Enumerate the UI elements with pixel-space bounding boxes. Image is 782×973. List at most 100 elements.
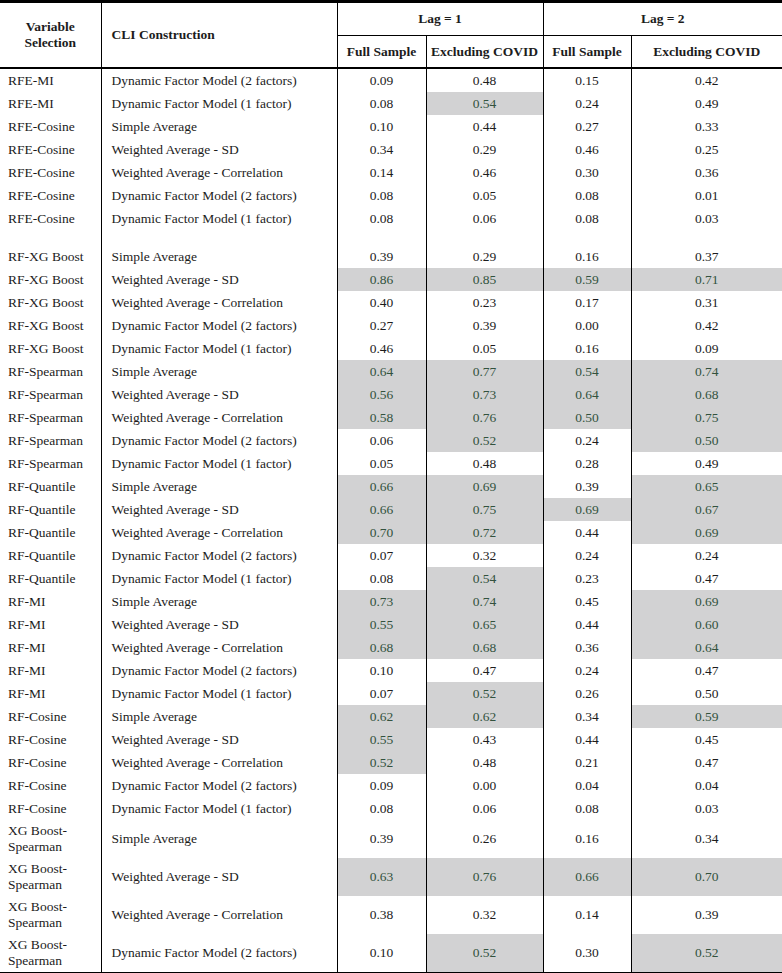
cell-cli-construction: Weighted Average - SD (101, 613, 337, 636)
cell-variable-selection: RF-Cosine (0, 705, 101, 728)
cell-value: 0.59 (631, 705, 782, 728)
table-row: RF-XG BoostWeighted Average - Correlatio… (0, 291, 782, 314)
cell-variable-selection: RFE-Cosine (0, 184, 101, 207)
cell-variable-selection: RF-MI (0, 590, 101, 613)
table-row: RF-MIWeighted Average - SD0.550.650.440.… (0, 613, 782, 636)
cell-value: 0.42 (631, 68, 782, 92)
cell-variable-selection: RF-Quantile (0, 544, 101, 567)
cell-value: 0.65 (631, 475, 782, 498)
cell-variable-selection: RF-Spearman (0, 406, 101, 429)
cell-value: 0.05 (337, 452, 426, 475)
table-row: RF-XG BoostDynamic Factor Model (2 facto… (0, 314, 782, 337)
cell-value: 0.07 (337, 682, 426, 705)
table-row: XG Boost-SpearmanWeighted Average - Corr… (0, 896, 782, 934)
cell-value: 0.52 (426, 682, 543, 705)
cell-cli-construction: Dynamic Factor Model (2 factors) (101, 429, 337, 452)
cell-cli-construction: Weighted Average - SD (101, 268, 337, 291)
results-table-page: Variable Selection CLI Construction Lag … (0, 0, 782, 973)
table-row: RF-CosineSimple Average0.620.620.340.59 (0, 705, 782, 728)
table-row: RF-SpearmanDynamic Factor Model (2 facto… (0, 429, 782, 452)
table-row: XG Boost-SpearmanDynamic Factor Model (2… (0, 934, 782, 973)
cell-value: 0.70 (631, 858, 782, 896)
cell-variable-selection: RF-MI (0, 636, 101, 659)
cell-value: 0.10 (337, 659, 426, 682)
cell-value: 0.00 (426, 774, 543, 797)
cell-cli-construction: Dynamic Factor Model (2 factors) (101, 184, 337, 207)
cell-variable-selection: RF-Cosine (0, 797, 101, 820)
table-row: RFE-CosineSimple Average0.100.440.270.33 (0, 115, 782, 138)
cell-value: 0.52 (426, 429, 543, 452)
cell-value: 0.30 (543, 934, 631, 973)
cell-cli-construction: Weighted Average - SD (101, 728, 337, 751)
cell-value: 0.26 (426, 820, 543, 858)
cell-cli-construction: Dynamic Factor Model (2 factors) (101, 68, 337, 92)
cell-value: 0.50 (631, 682, 782, 705)
cell-value: 0.24 (543, 544, 631, 567)
table-row: RF-MIDynamic Factor Model (2 factors)0.1… (0, 659, 782, 682)
cell-value: 0.17 (543, 291, 631, 314)
cell-value: 0.39 (631, 896, 782, 934)
cell-value: 0.31 (631, 291, 782, 314)
header-full-sample-lag2: Full Sample (543, 36, 631, 69)
cell-value: 0.39 (426, 314, 543, 337)
cell-value: 0.27 (337, 314, 426, 337)
cell-cli-construction: Weighted Average - Correlation (101, 751, 337, 774)
cell-value: 0.47 (631, 659, 782, 682)
cell-value: 0.39 (337, 820, 426, 858)
cell-value: 0.66 (543, 858, 631, 896)
table-row: RF-QuantileDynamic Factor Model (1 facto… (0, 567, 782, 590)
cell-value: 0.09 (337, 68, 426, 92)
cell-value: 0.44 (543, 613, 631, 636)
cell-cli-construction: Dynamic Factor Model (2 factors) (101, 934, 337, 973)
table-row: RFE-CosineWeighted Average - Correlation… (0, 161, 782, 184)
cell-value: 0.72 (426, 521, 543, 544)
cell-cli-construction: Simple Average (101, 475, 337, 498)
cell-value: 0.06 (426, 797, 543, 820)
table-row: RF-CosineDynamic Factor Model (1 factor)… (0, 797, 782, 820)
cell-value: 0.77 (426, 360, 543, 383)
cell-value: 0.05 (426, 337, 543, 360)
cell-variable-selection: RF-Cosine (0, 728, 101, 751)
cell-value: 0.54 (426, 567, 543, 590)
cell-variable-selection: RFE-Cosine (0, 115, 101, 138)
cell-value: 0.08 (543, 184, 631, 207)
cell-value: 0.46 (543, 138, 631, 161)
cell-cli-construction: Dynamic Factor Model (1 factor) (101, 452, 337, 475)
cell-value: 0.34 (337, 138, 426, 161)
cell-cli-construction: Dynamic Factor Model (2 factors) (101, 774, 337, 797)
cell-value: 0.52 (426, 934, 543, 973)
cell-value: 0.30 (543, 161, 631, 184)
table-row: RF-QuantileWeighted Average - SD0.660.75… (0, 498, 782, 521)
cell-variable-selection: RF-Quantile (0, 567, 101, 590)
cell-value: 0.49 (631, 452, 782, 475)
cell-cli-construction: Weighted Average - Correlation (101, 291, 337, 314)
cell-value: 0.08 (337, 92, 426, 115)
cli-results-table: Variable Selection CLI Construction Lag … (0, 0, 782, 973)
cell-value: 0.70 (337, 521, 426, 544)
table-body: RFE-MIDynamic Factor Model (2 factors)0.… (0, 68, 782, 973)
cell-value: 0.85 (426, 268, 543, 291)
cell-value: 0.36 (631, 161, 782, 184)
cell-value: 0.76 (426, 406, 543, 429)
cell-value: 0.47 (631, 567, 782, 590)
cell-value: 0.54 (543, 360, 631, 383)
cell-value: 0.68 (337, 636, 426, 659)
cell-value: 0.69 (631, 590, 782, 613)
cell-value: 0.14 (543, 896, 631, 934)
cell-cli-construction: Dynamic Factor Model (1 factor) (101, 337, 337, 360)
cell-value: 0.49 (631, 92, 782, 115)
cell-value: 0.86 (337, 268, 426, 291)
cell-cli-construction: Dynamic Factor Model (1 factor) (101, 207, 337, 230)
cell-cli-construction: Weighted Average - SD (101, 498, 337, 521)
cell-value: 0.45 (543, 590, 631, 613)
cell-variable-selection: RF-Cosine (0, 751, 101, 774)
cell-value: 0.44 (543, 521, 631, 544)
cell-value: 0.56 (337, 383, 426, 406)
cell-variable-selection: RF-Quantile (0, 521, 101, 544)
cell-value: 0.29 (426, 138, 543, 161)
cell-value: 0.54 (426, 92, 543, 115)
cell-cli-construction: Simple Average (101, 705, 337, 728)
cell-value: 0.74 (631, 360, 782, 383)
cell-value: 0.62 (426, 705, 543, 728)
cell-variable-selection: XG Boost-Spearman (0, 820, 101, 858)
